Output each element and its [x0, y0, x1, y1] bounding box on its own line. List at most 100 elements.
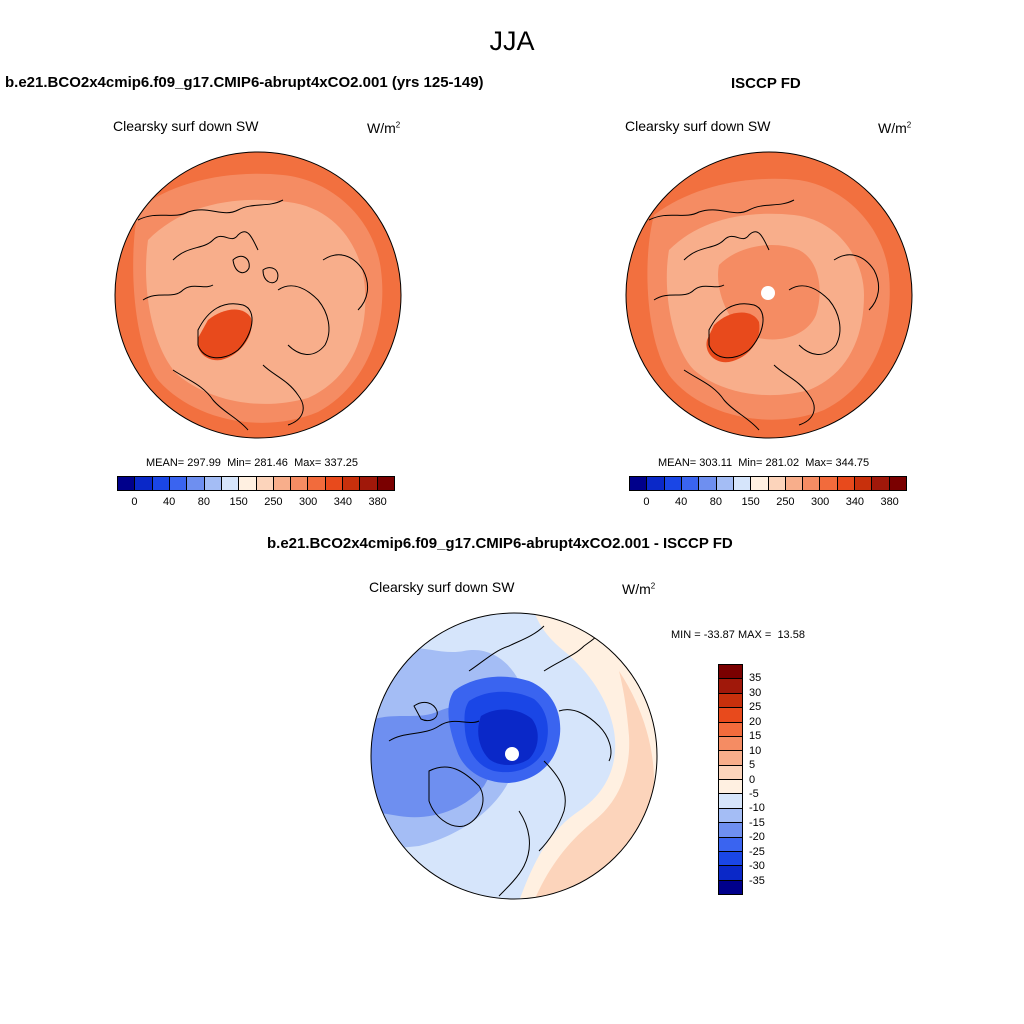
colorbar-tick-label: 5	[749, 759, 756, 772]
colorbar-tick-label: -25	[749, 845, 765, 858]
colorbar-box	[733, 477, 752, 490]
colorbar-box	[719, 665, 742, 680]
colorbar-box	[291, 477, 309, 490]
colorbar-box	[803, 477, 821, 490]
colorbar-box	[719, 866, 742, 881]
colorbar-tick-label: 340	[333, 496, 353, 508]
colorbar-box	[343, 477, 361, 490]
colorbar-tick-label: 10	[749, 744, 762, 757]
colorbar-tick-label: 25	[749, 701, 762, 714]
colorbar-box	[719, 679, 742, 694]
colorbar-box	[187, 477, 205, 490]
diff-variable-label: Clearsky surf down SW	[369, 579, 515, 595]
colorbar-box	[204, 477, 222, 490]
colorbar-box	[169, 477, 188, 490]
colorbar-box	[855, 477, 873, 490]
colorbar-box	[719, 693, 742, 709]
colorbar-box	[152, 477, 170, 490]
model-stats: MEAN= 297.99 Min= 281.46 Max= 337.25	[146, 457, 358, 469]
colorbar-tick-label: 40	[163, 496, 176, 508]
colorbar-tick-label: -20	[749, 831, 765, 844]
diff-units: W/m2	[622, 581, 656, 597]
colorbar-box	[751, 477, 769, 490]
colorbar-tick-label: 80	[197, 496, 210, 508]
obs-panel-title: ISCCP FD	[731, 75, 801, 92]
diff-colorbar-ticks: 35 30 25 20 15 10 5 0 -5 -10 -15 -20 -25 -30 -35	[749, 664, 789, 895]
colorbar-tick-label: 300	[298, 496, 318, 508]
obs-polar-map	[625, 151, 913, 439]
colorbar-box	[647, 477, 665, 490]
colorbar-box	[681, 477, 700, 490]
colorbar-box	[716, 477, 734, 490]
colorbar-box	[118, 477, 136, 490]
colorbar-box	[719, 823, 742, 838]
colorbar-box	[135, 477, 153, 490]
diff-stats: MIN = -33.87 MAX = 13.58	[671, 629, 805, 641]
colorbar-box	[719, 851, 742, 867]
colorbar-tick-label: 150	[229, 496, 248, 508]
colorbar-box	[719, 765, 742, 780]
colorbar-tick-label: -15	[749, 816, 765, 829]
colorbar-tick-label: 0	[643, 496, 650, 508]
colorbar-tick-label: 30	[749, 686, 762, 699]
obs-colorbar	[629, 476, 907, 491]
colorbar-tick-label: -30	[749, 860, 765, 873]
obs-variable-label: Clearsky surf down SW	[625, 118, 771, 134]
colorbar-tick-label: -35	[749, 874, 765, 887]
colorbar-box	[768, 477, 786, 490]
diff-colorbar	[718, 664, 743, 895]
colorbar-tick-label: 380	[880, 496, 899, 508]
colorbar-box	[719, 880, 742, 894]
colorbar-tick-label: 380	[368, 496, 387, 508]
obs-colorbar-ticks: 0 40 80 150 250 300 340 380	[629, 496, 907, 510]
diff-polar-map	[370, 612, 658, 900]
model-units: W/m2	[367, 120, 401, 136]
colorbar-box	[273, 477, 292, 490]
colorbar-tick-label: -10	[749, 802, 765, 815]
colorbar-box	[308, 477, 326, 490]
colorbar-tick-label: 0	[749, 773, 756, 786]
colorbar-box	[719, 751, 742, 766]
colorbar-box	[820, 477, 838, 490]
colorbar-box	[837, 477, 856, 490]
diff-panel-title: b.e21.BCO2x4cmip6.f09_g17.CMIP6-abrupt4x…	[267, 535, 733, 552]
colorbar-box	[719, 808, 742, 824]
colorbar-box	[719, 736, 742, 752]
colorbar-tick-label: 0	[131, 496, 138, 508]
colorbar-box	[872, 477, 890, 490]
colorbar-box	[360, 477, 378, 490]
colorbar-box	[377, 477, 394, 490]
colorbar-box	[785, 477, 804, 490]
model-polar-map	[114, 151, 402, 439]
colorbar-box	[630, 477, 648, 490]
colorbar-box	[719, 780, 742, 795]
colorbar-tick-label: -5	[749, 787, 759, 800]
season-title: JJA	[489, 26, 535, 56]
colorbar-box	[719, 794, 742, 809]
colorbar-box	[719, 708, 742, 723]
colorbar-tick-label: 340	[845, 496, 865, 508]
colorbar-tick-label: 20	[749, 715, 762, 728]
colorbar-tick-label: 300	[810, 496, 830, 508]
colorbar-box	[256, 477, 274, 490]
model-colorbar	[117, 476, 395, 491]
colorbar-tick-label: 250	[264, 496, 283, 508]
obs-units: W/m2	[878, 120, 912, 136]
colorbar-tick-label: 35	[749, 672, 762, 685]
colorbar-tick-label: 80	[709, 496, 722, 508]
model-colorbar-ticks: 0 40 80 150 250 300 340 380	[117, 496, 395, 510]
colorbar-box	[719, 837, 742, 852]
colorbar-box	[221, 477, 240, 490]
colorbar-box	[699, 477, 717, 490]
colorbar-tick-label: 250	[776, 496, 795, 508]
obs-stats: MEAN= 303.11 Min= 281.02 Max= 344.75	[658, 457, 870, 469]
colorbar-box	[889, 477, 906, 490]
colorbar-box	[664, 477, 682, 490]
colorbar-box	[239, 477, 257, 490]
model-variable-label: Clearsky surf down SW	[113, 118, 259, 134]
colorbar-box	[325, 477, 344, 490]
colorbar-box	[719, 722, 742, 737]
colorbar-tick-label: 150	[741, 496, 760, 508]
colorbar-tick-label: 15	[749, 730, 762, 743]
colorbar-tick-label: 40	[675, 496, 688, 508]
